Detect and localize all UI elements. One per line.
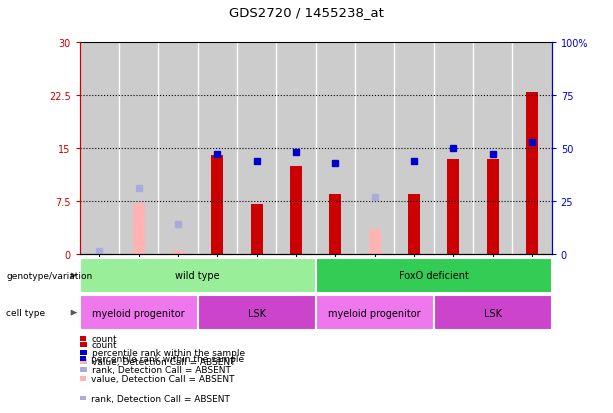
Bar: [276, 43, 316, 254]
Bar: [172, 252, 184, 254]
Bar: [512, 43, 552, 254]
Bar: [133, 204, 145, 254]
Text: value, Detection Call = ABSENT: value, Detection Call = ABSENT: [92, 357, 235, 366]
Bar: [329, 195, 341, 254]
Text: wild type: wild type: [175, 271, 220, 281]
Bar: [119, 43, 158, 254]
Text: myeloid progenitor: myeloid progenitor: [93, 308, 185, 318]
Text: rank, Detection Call = ABSENT: rank, Detection Call = ABSENT: [92, 365, 231, 374]
Bar: [369, 229, 381, 254]
Text: count: count: [91, 334, 117, 343]
Text: cell type: cell type: [6, 309, 45, 317]
Bar: [355, 43, 394, 254]
Text: rank, Detection Call = ABSENT: rank, Detection Call = ABSENT: [91, 394, 230, 403]
Bar: [473, 43, 512, 254]
Text: myeloid progenitor: myeloid progenitor: [329, 308, 421, 318]
Text: percentile rank within the sample: percentile rank within the sample: [91, 354, 245, 363]
Text: FoxO deficient: FoxO deficient: [399, 271, 468, 281]
Bar: [237, 43, 276, 254]
Bar: [447, 159, 459, 254]
Bar: [290, 166, 302, 254]
Bar: [394, 43, 434, 254]
Bar: [211, 156, 223, 254]
Bar: [408, 195, 420, 254]
Bar: [158, 43, 198, 254]
Text: LSK: LSK: [248, 308, 265, 318]
Text: LSK: LSK: [484, 308, 501, 318]
Bar: [487, 159, 498, 254]
Text: percentile rank within the sample: percentile rank within the sample: [92, 349, 245, 358]
Text: GDS2720 / 1455238_at: GDS2720 / 1455238_at: [229, 6, 384, 19]
Text: genotype/variation: genotype/variation: [6, 271, 93, 280]
Bar: [251, 205, 262, 254]
Bar: [526, 93, 538, 254]
Bar: [197, 43, 237, 254]
Text: value, Detection Call = ABSENT: value, Detection Call = ABSENT: [91, 374, 235, 383]
Bar: [434, 43, 473, 254]
Bar: [316, 43, 355, 254]
Bar: [80, 43, 119, 254]
Text: count: count: [92, 340, 118, 349]
